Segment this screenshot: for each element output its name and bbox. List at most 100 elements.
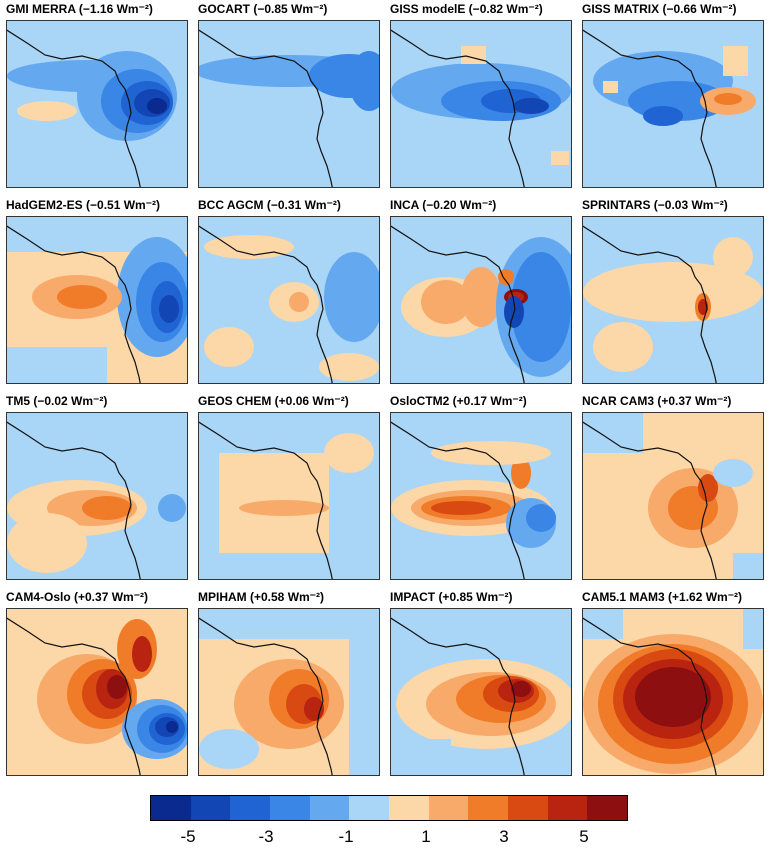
panel-title: MPIHAM (+0.58 Wm⁻²)	[198, 590, 325, 604]
forcing-region	[107, 675, 127, 699]
map-svg	[391, 217, 571, 383]
forcing-region	[204, 327, 254, 367]
map-panel: INCA (−0.20 Wm⁻²)	[388, 196, 574, 386]
forcing-region	[289, 292, 309, 312]
colorbar-segment	[349, 796, 390, 820]
coastline	[391, 225, 525, 383]
forcing-region	[583, 609, 623, 639]
forcing-region	[713, 459, 753, 487]
colorbar-segment	[270, 796, 310, 820]
forcing-region	[421, 280, 471, 324]
colorbar-tick-label: -5	[180, 827, 196, 846]
panel-title: HadGEM2-ES (−0.51 Wm⁻²)	[6, 198, 161, 212]
map-svg	[583, 609, 763, 775]
map-panel: MPIHAM (+0.58 Wm⁻²)	[196, 588, 382, 778]
panel-title: TM5 (−0.02 Wm⁻²)	[6, 394, 108, 408]
forcing-map	[390, 20, 572, 188]
forcing-region	[204, 235, 294, 259]
forcing-map	[390, 412, 572, 580]
panel-title: GISS MATRIX (−0.66 Wm⁻²)	[582, 2, 737, 16]
map-svg	[583, 217, 763, 383]
coastline	[583, 29, 717, 187]
forcing-region	[132, 636, 152, 672]
colorbar-segment	[428, 796, 469, 820]
map-svg	[391, 609, 571, 775]
forcing-region	[431, 501, 491, 515]
map-svg	[199, 217, 379, 383]
map-svg	[7, 609, 187, 775]
panel-title: CAM5.1 MAM3 (+1.62 Wm⁻²)	[582, 590, 743, 604]
forcing-map	[390, 608, 572, 776]
map-panel: OsloCTM2 (+0.17 Wm⁻²)	[388, 392, 574, 582]
panel-title: GMI MERRA (−1.16 Wm⁻²)	[6, 2, 153, 16]
map-svg	[7, 413, 187, 579]
colorbar-segment	[389, 796, 429, 820]
map-panel: TM5 (−0.02 Wm⁻²)	[4, 392, 190, 582]
panel-title: IMPACT (+0.85 Wm⁻²)	[390, 590, 513, 604]
forcing-region	[239, 500, 329, 516]
forcing-map	[6, 20, 188, 188]
panel-title: NCAR CAM3 (+0.37 Wm⁻²)	[582, 394, 732, 408]
forcing-region	[583, 262, 763, 322]
map-svg	[583, 21, 763, 187]
colorbar-segment	[230, 796, 271, 820]
coastline	[199, 29, 333, 187]
colorbar-tick-label: 1	[421, 827, 431, 846]
map-svg	[391, 21, 571, 187]
colorbar	[150, 795, 628, 821]
colorbar-tick-label: -1	[338, 827, 354, 846]
forcing-region	[349, 51, 379, 111]
map-panel: CAM4-Oslo (+0.37 Wm⁻²)	[4, 588, 190, 778]
map-panel: BCC AGCM (−0.31 Wm⁻²)	[196, 196, 382, 386]
forcing-region	[461, 267, 501, 327]
panel-title: GEOS CHEM (+0.06 Wm⁻²)	[198, 394, 349, 408]
coastline	[391, 617, 525, 775]
forcing-map	[6, 216, 188, 384]
forcing-region	[431, 441, 551, 465]
forcing-region	[526, 504, 556, 532]
forcing-map	[582, 216, 764, 384]
forcing-map	[198, 608, 380, 776]
forcing-map	[198, 20, 380, 188]
map-svg	[199, 609, 379, 775]
forcing-region	[628, 275, 658, 299]
forcing-region	[643, 106, 683, 126]
map-svg	[199, 413, 379, 579]
forcing-region	[714, 93, 742, 105]
map-panel: GISS modelE (−0.82 Wm⁻²)	[388, 0, 574, 190]
forcing-region	[166, 721, 178, 733]
colorbar-segment	[547, 796, 588, 820]
colorbar-segment	[190, 796, 231, 820]
forcing-region	[635, 667, 711, 727]
map-panel: NCAR CAM3 (+0.37 Wm⁻²)	[580, 392, 766, 582]
forcing-region	[593, 322, 653, 372]
coastline	[7, 225, 141, 383]
panel-title: SPRINTARS (−0.03 Wm⁻²)	[582, 198, 728, 212]
forcing-region	[158, 494, 186, 522]
map-svg	[7, 21, 187, 187]
colorbar-tick-label: 5	[579, 827, 589, 846]
colorbar-segment	[587, 796, 628, 820]
panel-title: INCA (−0.20 Wm⁻²)	[390, 198, 497, 212]
map-panel: HadGEM2-ES (−0.51 Wm⁻²)	[4, 196, 190, 386]
panel-title: GISS modelE (−0.82 Wm⁻²)	[390, 2, 543, 16]
panel-title: OsloCTM2 (+0.17 Wm⁻²)	[390, 394, 527, 408]
colorbar-segment	[309, 796, 350, 820]
coastline	[583, 617, 717, 775]
panel-title: BCC AGCM (−0.31 Wm⁻²)	[198, 198, 341, 212]
map-svg	[199, 21, 379, 187]
forcing-map	[582, 20, 764, 188]
forcing-map	[6, 412, 188, 580]
forcing-region	[319, 353, 379, 381]
forcing-region	[324, 252, 379, 342]
forcing-map	[198, 216, 380, 384]
forcing-region	[147, 98, 167, 114]
coastline	[583, 225, 717, 383]
forcing-region	[713, 237, 753, 277]
map-background	[199, 21, 379, 187]
map-panel: IMPACT (+0.85 Wm⁻²)	[388, 588, 574, 778]
forcing-region	[583, 413, 643, 453]
forcing-region	[743, 609, 763, 649]
forcing-map	[198, 412, 380, 580]
map-panel: GOCART (−0.85 Wm⁻²)	[196, 0, 382, 190]
